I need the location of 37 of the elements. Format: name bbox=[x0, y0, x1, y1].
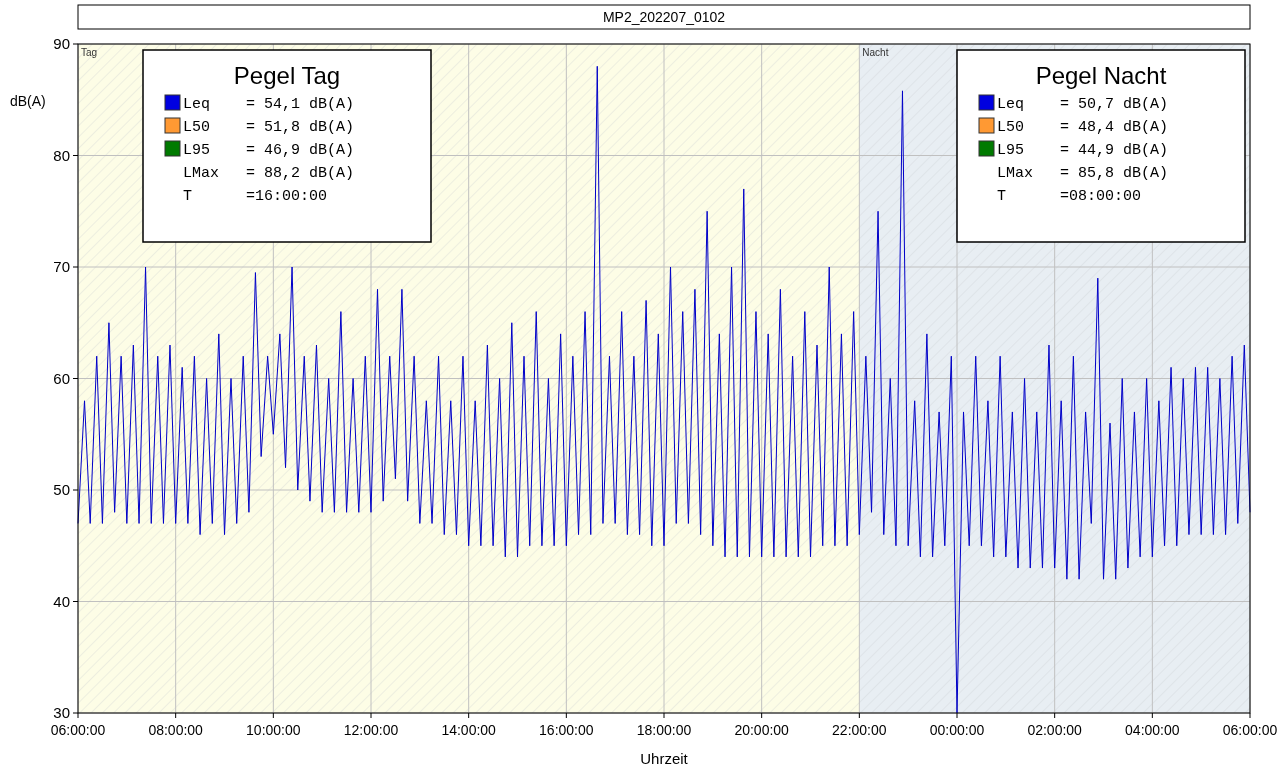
annotation: T =08:00:00 bbox=[997, 188, 1142, 205]
y-tick-label: 50 bbox=[53, 481, 70, 499]
annotation: Leq = 50,7 dB(A) bbox=[997, 96, 1169, 113]
x-tick-label: 20:00:00 bbox=[734, 722, 790, 738]
annotation: L95 = 44,9 dB(A) bbox=[997, 142, 1169, 159]
annotation: T =16:00:00 bbox=[183, 188, 328, 205]
y-tick-label: 80 bbox=[53, 146, 70, 164]
y-tick-label: 30 bbox=[53, 704, 70, 722]
chart-title: MP2_202207_0102 bbox=[602, 9, 726, 25]
x-tick-label: 18:00:00 bbox=[636, 722, 692, 738]
x-tick-label: 08:00:00 bbox=[148, 722, 204, 738]
annotation: LMax = 88,2 dB(A) bbox=[183, 165, 355, 182]
y-tick-label: 60 bbox=[53, 369, 70, 387]
x-tick-label: 06:00:00 bbox=[50, 722, 106, 738]
x-tick-label: 04:00:00 bbox=[1125, 722, 1180, 738]
y-axis-title: dB(A) bbox=[10, 93, 46, 109]
x-tick-label: 14:00:00 bbox=[441, 722, 497, 738]
annotation: Leq = 54,1 dB(A) bbox=[183, 96, 355, 113]
annotation: LMax = 85,8 dB(A) bbox=[997, 165, 1169, 182]
y-tick-label: 90 bbox=[53, 35, 70, 53]
annotation: Pegel Nacht bbox=[1035, 62, 1167, 89]
x-tick-label: 00:00:00 bbox=[929, 722, 985, 738]
x-axis-title: Uhrzeit bbox=[640, 750, 689, 767]
band-label: Nacht bbox=[862, 47, 889, 58]
annotation: Pegel Tag bbox=[233, 62, 341, 89]
band-label: Tag bbox=[81, 47, 98, 58]
annotation: L95 = 46,9 dB(A) bbox=[183, 142, 355, 159]
x-tick-label: 06:00:00 bbox=[1222, 722, 1278, 738]
y-tick-label: 40 bbox=[53, 592, 70, 610]
x-tick-label: 02:00:00 bbox=[1027, 722, 1083, 738]
annotation: L50 = 48,4 dB(A) bbox=[997, 119, 1169, 136]
x-tick-label: 12:00:00 bbox=[343, 722, 399, 738]
x-tick-label: 22:00:00 bbox=[832, 722, 887, 738]
annotation: L50 = 51,8 dB(A) bbox=[183, 119, 355, 136]
x-tick-label: 10:00:00 bbox=[246, 722, 301, 738]
x-tick-label: 16:00:00 bbox=[539, 722, 594, 738]
y-tick-label: 70 bbox=[53, 258, 70, 276]
